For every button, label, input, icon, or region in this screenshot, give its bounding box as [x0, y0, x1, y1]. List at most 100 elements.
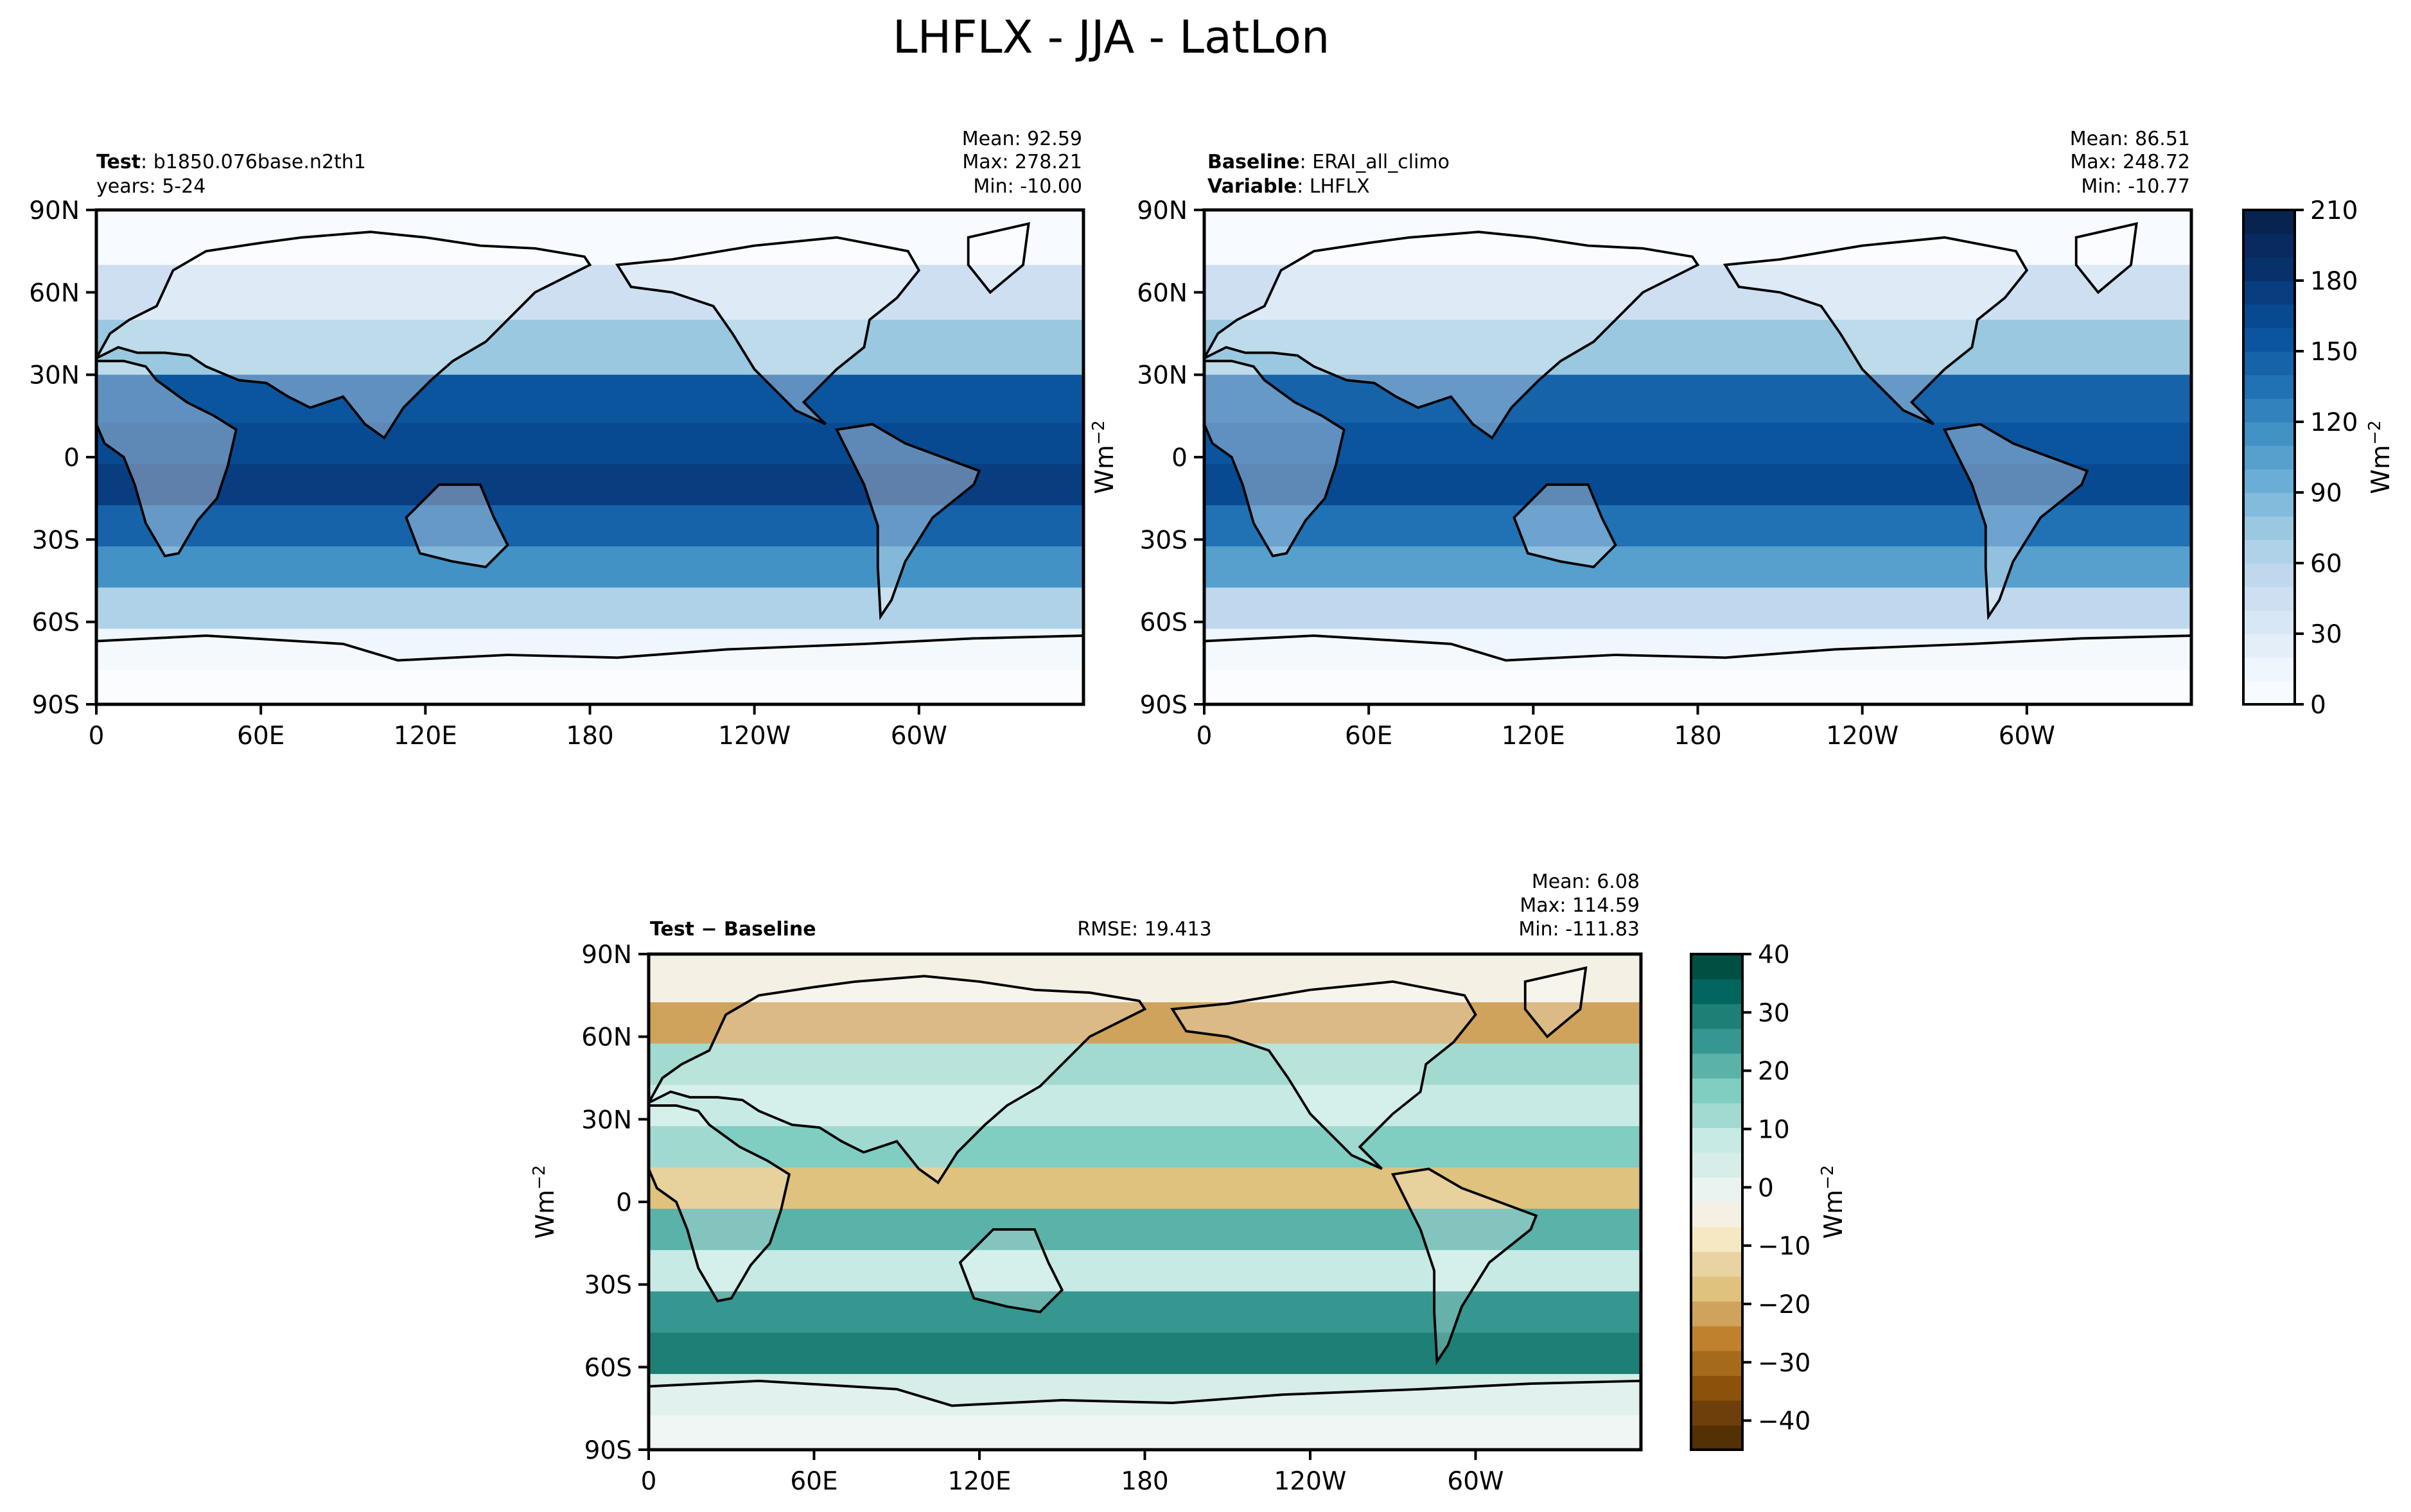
colorbar-diff-tick-label: −10 [1758, 1232, 1810, 1261]
diff-eurasia [649, 975, 1147, 1185]
test-y-tick-label: 90N [29, 196, 80, 225]
test-stat-max: Max: 278.21 [962, 151, 1082, 173]
panel-baseline: Baseline: ERAI_all_climo Variable: LHFLX… [1089, 128, 2193, 751]
colorbar-main-segment [2243, 304, 2295, 329]
colorbar-diff-tick-label: 20 [1758, 1057, 1790, 1086]
colorbar-main-tick-label: 0 [2310, 691, 2326, 720]
baseline-zone-band [1204, 464, 2191, 506]
diff-australia [958, 1228, 1064, 1314]
colorbar-main-segment [2243, 351, 2295, 376]
test-y-tick-label: 30S [32, 526, 80, 555]
colorbar-main-segment [2243, 422, 2295, 446]
diff-x-tick-label: 60E [790, 1467, 837, 1496]
colorbar-diff-segment [1691, 1004, 1742, 1029]
diff-zone-band [649, 1084, 1641, 1127]
colorbar-diff-tick-label: 10 [1758, 1115, 1790, 1144]
baseline-field [1204, 210, 2191, 704]
variable-label-sep: : [1297, 175, 1310, 198]
baseline-antarctica [1204, 634, 2191, 704]
colorbar-main-segment [2243, 327, 2295, 352]
diff-x-tick-label: 0 [641, 1467, 657, 1496]
variable-label-bold: Variable [1207, 175, 1297, 198]
colorbar-main-tick-label: 60 [2310, 550, 2342, 578]
test-label-bold: Test [96, 151, 141, 173]
diff-zone-band [649, 1126, 1641, 1169]
colorbar-diff-frame [1690, 953, 1744, 1451]
colorbar-main-tick-label: 150 [2310, 338, 2358, 367]
diff-zone-band [649, 1043, 1641, 1086]
colorbar-main-segment [2243, 233, 2295, 258]
colorbar-main-segment [2243, 610, 2295, 634]
baseline-x-tick-label: 60E [1345, 722, 1392, 751]
colorbar-diff-tick-label: −20 [1758, 1290, 1810, 1319]
diff-ylabel: Wm−2 [530, 1165, 560, 1239]
colorbar-diff-segment [1691, 1152, 1742, 1178]
colorbar-main-segment [2243, 445, 2295, 470]
test-label-sep: : [141, 151, 153, 173]
test-greenland [967, 222, 1030, 295]
figure-title: LHFLX - JJA - LatLon [893, 11, 1330, 64]
colorbar-main-tick-label: 90 [2310, 479, 2342, 508]
baseline-stat-mean: Mean: 86.51 [2070, 128, 2190, 150]
baseline-ylabel: Wm−2 [1089, 421, 1119, 494]
baseline-zone-band [1204, 265, 2191, 321]
diff-zone-band [649, 1167, 1641, 1210]
panel-difference: Test − Baseline RMSE: 19.413 Mean: 6.08 … [530, 871, 1643, 1496]
diff-zone-band [649, 1208, 1641, 1251]
baseline-y-tick-label: 90S [1140, 691, 1188, 720]
baseline-x-tick-label: 120W [1826, 722, 1898, 751]
colorbar-main-label: Wm−2 [2365, 421, 2396, 494]
baseline-label-bold: Baseline [1207, 151, 1300, 173]
diff-stat-min: Min: -111.83 [1518, 918, 1640, 941]
baseline-axis-ticks: 0 60E 120E 180 120W 60W 90N 60N 30N 0 30S 60S 90S [1137, 196, 2055, 751]
baseline-zone-band [1204, 629, 2191, 671]
colorbar-main-segment [2243, 281, 2295, 305]
test-x-tick-label: 120E [394, 722, 457, 751]
colorbar-diff: 40 30 20 10 0 −10 −20 −30 −40 Wm−2 [1690, 941, 1848, 1451]
diff-stat-max: Max: 114.59 [1520, 894, 1640, 917]
colorbar-diff-segment [1691, 1177, 1742, 1203]
diff-zone-band [649, 1374, 1641, 1416]
test-zone-band [96, 587, 1083, 630]
colorbar-main-segment [2243, 210, 2295, 234]
diff-south-america [1390, 1167, 1538, 1366]
variable-label: Variable: LHFLX [1207, 175, 1370, 198]
test-continent-outline [96, 222, 1083, 704]
diff-y-tick-label: 90N [581, 941, 632, 969]
colorbar-diff-segment [1691, 1078, 1742, 1104]
baseline-zone-band [1204, 422, 2191, 465]
colorbar-main-segment [2243, 257, 2295, 281]
test-x-tick-label: 60W [891, 722, 947, 751]
test-zone-band [96, 670, 1083, 704]
test-africa [96, 360, 238, 558]
colorbar-main-segment [2243, 563, 2295, 587]
diff-y-tick-label: 60N [581, 1023, 632, 1052]
baseline-zone-band [1204, 587, 2191, 630]
test-y-tick-label: 30N [29, 361, 80, 390]
test-zone-band [96, 464, 1083, 506]
diff-zone-band [649, 1415, 1641, 1450]
diff-x-tick-label: 120E [947, 1467, 1011, 1496]
colorbar-main-segment [2243, 634, 2295, 658]
diff-label: Test − Baseline [650, 918, 816, 941]
colorbar-main-segment [2243, 516, 2295, 541]
diff-y-tick-label: 0 [616, 1188, 632, 1217]
baseline-y-tick-label: 30S [1140, 526, 1188, 555]
colorbar-main-segment [2243, 469, 2295, 493]
colorbar-diff-segment [1691, 1350, 1742, 1376]
test-label: Test: b1850.076base.n2th1 [96, 151, 366, 173]
test-x-tick-label: 60E [237, 722, 285, 751]
diff-zone-band [649, 1332, 1641, 1375]
test-stat-min: Min: -10.00 [973, 175, 1082, 198]
diff-x-tick-label: 120W [1274, 1467, 1346, 1496]
colorbar-diff-segment [1691, 1375, 1742, 1401]
baseline-x-tick-label: 120E [1502, 722, 1565, 751]
colorbar-diff-segment [1691, 1301, 1742, 1326]
colorbar-main-tick-label: 210 [2310, 196, 2358, 225]
diff-antarctica [649, 1379, 1641, 1450]
baseline-y-tick-label: 30N [1137, 361, 1188, 390]
colorbar-main: 210 180 150 120 90 60 30 0 Wm−2 [2242, 196, 2396, 720]
baseline-y-tick-label: 0 [1171, 444, 1188, 473]
test-stat-mean: Mean: 92.59 [962, 128, 1082, 150]
baseline-y-tick-label: 60N [1137, 279, 1188, 308]
